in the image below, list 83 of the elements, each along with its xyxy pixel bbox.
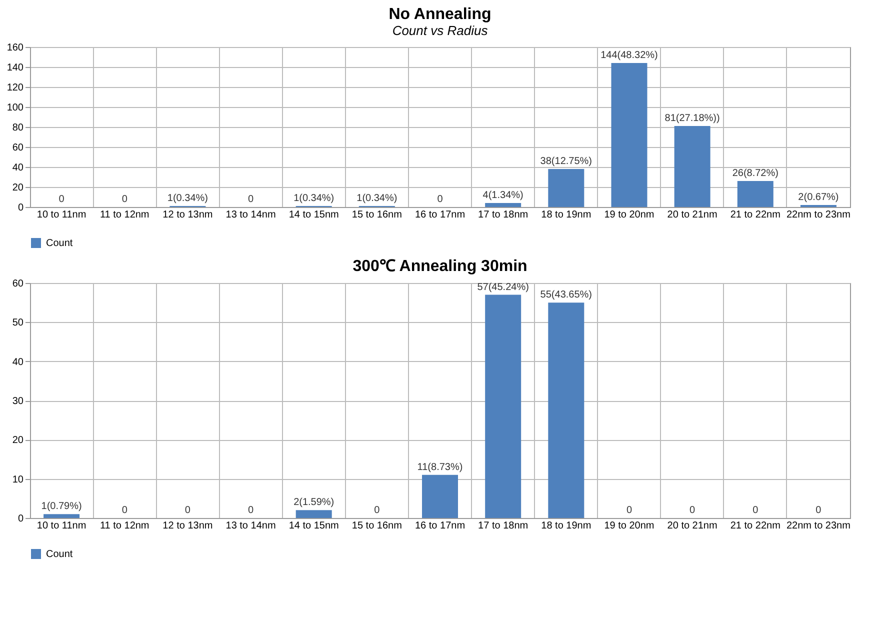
text: 0 <box>690 505 696 516</box>
text: 0 <box>122 505 128 516</box>
text: 2(0.67%) <box>798 192 839 203</box>
bar <box>548 169 584 207</box>
y-tick-label: 0 <box>18 202 24 214</box>
chart-title: 300℃ Annealing 30min <box>352 258 528 275</box>
y-tick-label: 80 <box>12 122 24 134</box>
y-tick-label: 10 <box>12 474 24 486</box>
bar <box>737 181 774 207</box>
text: 57(45.24%) <box>477 282 529 293</box>
x-tick-label: 11 to 12nm <box>100 210 150 220</box>
text: 0 <box>122 194 128 205</box>
x-tick-label: 16 to 17nm <box>414 520 466 532</box>
text: 55(43.65%) <box>540 290 592 301</box>
bar <box>485 294 522 518</box>
x-tick-label: 13 to 14nm <box>226 520 276 532</box>
x-tick-label: 16 to 17nm <box>414 210 466 220</box>
x-tick-label: 11 to 12nm <box>100 520 150 532</box>
text: 2(1.59%) <box>294 497 334 508</box>
text: 38(12.75%) <box>540 156 592 167</box>
text: 0 <box>184 505 190 516</box>
y-tick-label: 30 <box>12 396 24 407</box>
x-tick-label: 15 to 16nm <box>352 210 402 220</box>
y-tick-label: 20 <box>12 435 24 446</box>
y-tick-label: 50 <box>12 318 24 329</box>
x-tick-label: 20 to 21nm <box>667 210 718 220</box>
y-tick-label: 160 <box>6 42 24 54</box>
legend-label: Count <box>46 238 73 249</box>
text: 4(1.34%) <box>482 190 524 201</box>
x-tick-label: 19 to 20nm <box>604 210 654 220</box>
y-tick-label: 40 <box>12 162 24 174</box>
x-tick-label: 17 to 18nm <box>478 210 528 220</box>
x-tick-label: 13 to 14nm <box>226 210 276 220</box>
x-tick-label: 15 to 16nm <box>352 520 402 532</box>
text: 81(27.18%)) <box>664 113 720 124</box>
chart-title: No Annealing <box>388 6 492 23</box>
y-tick-label: 100 <box>6 102 24 114</box>
bar <box>296 510 332 518</box>
y-tick-label: 40 <box>12 356 24 368</box>
text: 1(0.34%) <box>167 193 208 204</box>
text: 0 <box>752 505 758 516</box>
bar <box>548 302 584 518</box>
x-tick-label: 12 to 13nm <box>162 210 213 220</box>
text: 144(48.32%) <box>600 50 658 61</box>
bar <box>674 126 710 207</box>
text: 0 <box>626 505 632 516</box>
x-tick-label: 21 to 22nm <box>730 210 780 220</box>
text: 1(0.34%) <box>356 193 398 204</box>
bar <box>422 474 458 518</box>
y-tick-label: 140 <box>6 62 24 74</box>
bar <box>44 514 80 518</box>
y-tick-label: 60 <box>12 142 24 154</box>
text: 26(8.72%) <box>732 168 778 179</box>
x-tick-label: 18 to 19nm <box>541 520 592 532</box>
text: 0 <box>248 194 254 205</box>
x-tick-label: 22nm to 23nm <box>786 210 850 220</box>
bar <box>485 203 522 207</box>
y-tick-label: 60 <box>12 278 24 290</box>
y-tick-label: 120 <box>6 82 24 94</box>
legend-label: Count <box>46 549 73 560</box>
text: 0 <box>374 505 380 516</box>
text: 1(0.79%) <box>41 501 82 512</box>
chart-subtitle: Count vs Radius <box>392 23 488 38</box>
text: 1(0.34%) <box>294 193 334 204</box>
x-tick-label: 18 to 19nm <box>541 210 592 220</box>
text: 0 <box>58 194 64 205</box>
text: 11(8.73%) <box>417 462 463 473</box>
y-tick-label: 0 <box>18 514 24 524</box>
x-tick-label: 22nm to 23nm <box>786 520 850 532</box>
x-tick-label: 14 to 15nm <box>288 520 339 532</box>
x-tick-label: 10 to 11nm <box>36 210 86 220</box>
x-tick-label: 20 to 21nm <box>667 520 718 532</box>
x-tick-label: 12 to 13nm <box>162 520 213 532</box>
bar <box>611 63 648 207</box>
x-tick-label: 19 to 20nm <box>604 520 654 532</box>
x-tick-label: 17 to 18nm <box>478 520 528 532</box>
text: 0 <box>816 505 822 516</box>
y-tick-label: 20 <box>12 182 24 194</box>
x-tick-label: 10 to 11nm <box>36 520 86 532</box>
x-tick-label: 14 to 15nm <box>288 210 339 220</box>
text: 0 <box>248 505 254 516</box>
text: 0 <box>437 194 443 205</box>
x-tick-label: 21 to 22nm <box>730 520 780 532</box>
